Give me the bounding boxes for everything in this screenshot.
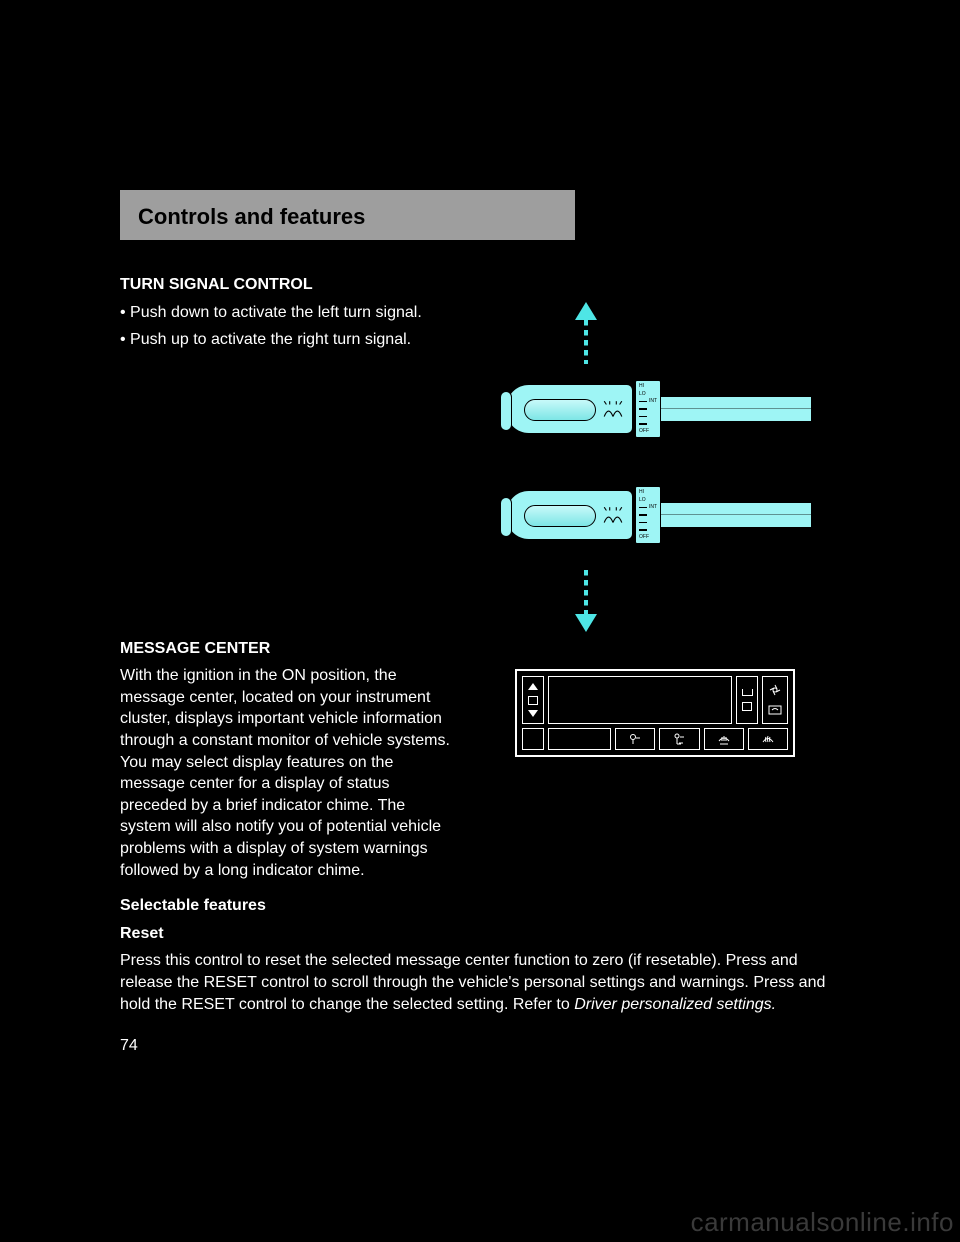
triangle-down-icon: [528, 710, 538, 717]
scale-lo-b: LO: [639, 498, 646, 503]
stalk-figure: HI LO INT OFF: [505, 302, 805, 632]
stalk-grip-slot-b: [524, 505, 596, 527]
stalk-scale: HI LO INT OFF: [635, 380, 661, 438]
section-header: Controls and features: [120, 190, 575, 240]
mc-display: [548, 676, 732, 724]
mc-bottom-row: [522, 728, 788, 750]
stalk-stem: [661, 396, 811, 422]
notch-icon: [742, 689, 753, 696]
section-title: Controls and features: [138, 204, 365, 229]
mc-paragraph-1: With the ignition in the ON position, th…: [120, 665, 450, 881]
square-icon-b: [742, 702, 752, 711]
turn-signal-figure-col: HI LO INT OFF: [470, 302, 840, 632]
scale-hi-b: HI: [639, 490, 644, 495]
body-content: TURN SIGNAL CONTROL • Push down to activ…: [120, 274, 840, 1057]
stalk-lever-down: HI LO INT OFF: [505, 480, 805, 550]
message-center-heading: MESSAGE CENTER: [120, 638, 840, 660]
left-turn-step: • Push down to activate the left turn si…: [120, 302, 450, 324]
defrost-icon: [761, 733, 775, 745]
scale-off: OFF: [639, 429, 649, 434]
mc-btn-1: [522, 728, 544, 750]
person-face-icon: [628, 733, 642, 745]
reset-body: Press this control to reset the selected…: [120, 950, 840, 1015]
watermark: carmanualsonline.info: [691, 1207, 954, 1238]
scale-hi: HI: [639, 384, 644, 389]
stalk-grip: [505, 384, 633, 434]
mc-btn-6: [748, 728, 788, 750]
stalk-lever-up: HI LO INT OFF: [505, 374, 805, 444]
fan-icon: [767, 684, 783, 696]
stalk-scale-b: HI LO INT OFF: [635, 486, 661, 544]
message-center-row: With the ignition in the ON position, th…: [120, 665, 840, 887]
mc-updown-buttons: [522, 676, 544, 724]
stalk-grip-b: [505, 490, 633, 540]
scale-lo: LO: [639, 392, 646, 397]
dash-line-bot: [584, 570, 588, 614]
person-feet-icon: [672, 733, 686, 745]
message-center-figure: [515, 669, 795, 757]
recirc-icon: [767, 704, 783, 716]
square-icon: [528, 696, 538, 705]
stalk-grip-slot: [524, 399, 596, 421]
turn-signal-heading: TURN SIGNAL CONTROL: [120, 274, 840, 296]
turn-signal-text: • Push down to activate the left turn si…: [120, 302, 450, 632]
scale-off-b: OFF: [639, 535, 649, 540]
stalk-stem-b: [661, 502, 811, 528]
arrow-up-icon: [575, 302, 597, 320]
arrow-down-icon: [575, 614, 597, 632]
reset-label: Reset: [120, 923, 840, 945]
mc-btn-5: [704, 728, 744, 750]
message-center-text: With the ignition in the ON position, th…: [120, 665, 450, 887]
washer-icon-b: [602, 507, 624, 525]
mc-right-buttons-a: [736, 676, 758, 724]
mc-right-buttons-b: [762, 676, 788, 724]
mc-btn-3: [615, 728, 655, 750]
reset-body-italic: Driver personalized settings.: [574, 996, 776, 1013]
turn-signal-row: • Push down to activate the left turn si…: [120, 302, 840, 632]
triangle-up-icon: [528, 683, 538, 690]
mc-top-row: [522, 676, 788, 724]
mc-btn-4: [659, 728, 699, 750]
mc-panel: [515, 669, 795, 757]
dash-line-top: [584, 320, 588, 364]
defrost-feet-icon: [717, 733, 731, 745]
right-turn-step: • Push up to activate the right turn sig…: [120, 329, 450, 351]
message-center-figure-col: [470, 665, 840, 887]
page-content: Controls and features TURN SIGNAL CONTRO…: [120, 190, 840, 1057]
page-number: 74: [120, 1035, 840, 1057]
washer-icon: [602, 401, 624, 419]
selectable-features-label: Selectable features: [120, 895, 840, 917]
scale-int: INT: [649, 399, 657, 404]
scale-int-b: INT: [649, 505, 657, 510]
mc-btn-2: [548, 728, 611, 750]
